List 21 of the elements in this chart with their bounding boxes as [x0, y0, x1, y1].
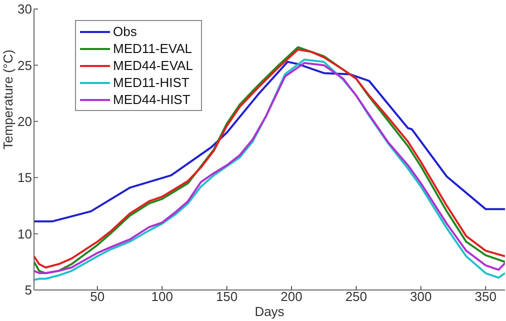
- legend-label: MED11-EVAL: [113, 40, 192, 57]
- legend-label: Obs: [113, 23, 137, 40]
- x-tick-label: 300: [410, 289, 432, 304]
- x-tick-label: 250: [345, 289, 368, 304]
- legend-label: MED44-EVAL: [113, 57, 193, 74]
- y-tick-label: 5: [24, 282, 32, 298]
- x-tick-label: 200: [280, 289, 302, 304]
- x-tick-label: 50: [90, 289, 105, 304]
- y-axis-title: Temperature (°C): [0, 50, 16, 150]
- x-axis-title: Days: [254, 304, 285, 319]
- y-tick-label: 20: [18, 114, 32, 130]
- y-tick-label: 25: [18, 58, 32, 73]
- y-tick-label: 30: [18, 2, 32, 17]
- x-tick-label: 150: [216, 289, 238, 304]
- legend-label: MED11-HIST: [113, 74, 190, 91]
- legend-label: MED44-HIST: [113, 91, 190, 108]
- line-series: [34, 60, 505, 222]
- y-tick-label: 15: [18, 170, 32, 186]
- y-tick-label: 10: [18, 226, 32, 242]
- x-tick-label: 350: [474, 289, 496, 304]
- x-tick-label: 100: [151, 289, 173, 304]
